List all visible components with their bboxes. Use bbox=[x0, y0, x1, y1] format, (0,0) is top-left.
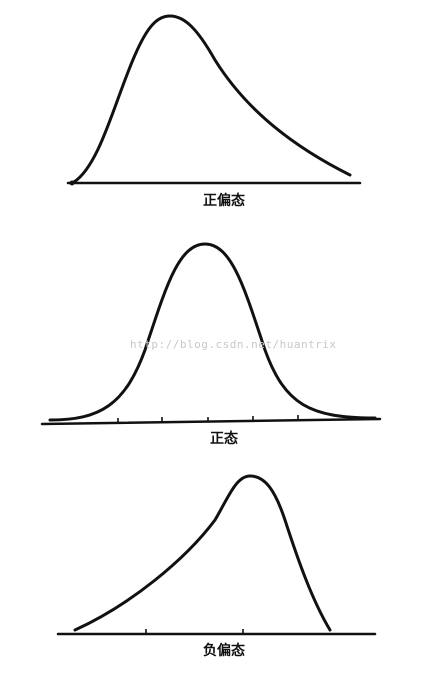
normal-panel bbox=[40, 242, 382, 426]
negative-skew-caption: 负偏态 bbox=[203, 643, 245, 659]
normal-axis bbox=[40, 417, 382, 426]
negative-skew-axis-ticks bbox=[145, 629, 244, 634]
negative-skew-curve bbox=[73, 474, 332, 632]
positive-skew-curve bbox=[72, 14, 352, 184]
positive-skew-caption: 正偏态 bbox=[203, 193, 245, 209]
negative-skew-panel bbox=[56, 474, 377, 636]
normal-caption: 正态 bbox=[210, 431, 238, 447]
watermark-text: http://blog.csdn.net/huantrix bbox=[130, 338, 337, 351]
normal-axis-ticks bbox=[117, 415, 299, 423]
positive-skew-axis-endpoint bbox=[69, 180, 75, 186]
normal-curve bbox=[48, 242, 377, 422]
positive-skew-panel bbox=[66, 14, 362, 186]
